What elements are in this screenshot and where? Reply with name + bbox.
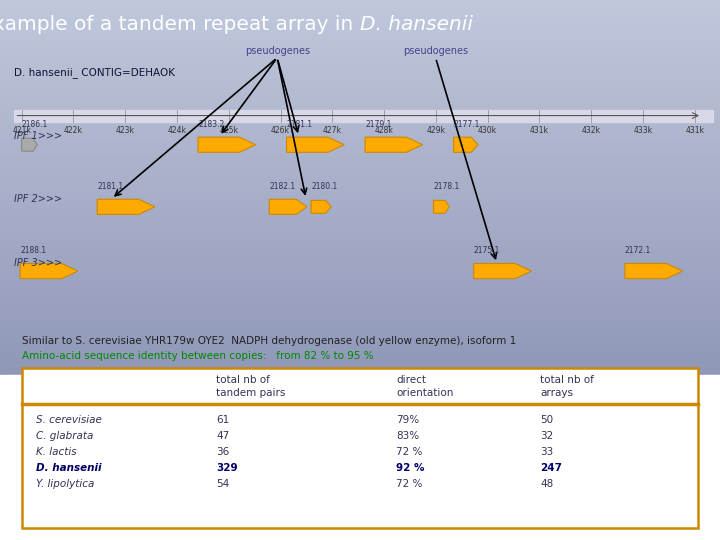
Text: 430k: 430k bbox=[478, 126, 498, 135]
Text: 2178.1: 2178.1 bbox=[433, 181, 459, 191]
Text: total nb of
arrays: total nb of arrays bbox=[540, 375, 594, 398]
Text: 2175.1: 2175.1 bbox=[474, 246, 500, 255]
Polygon shape bbox=[198, 137, 256, 152]
Text: direct
orientation: direct orientation bbox=[396, 375, 454, 398]
Text: Similar to S. cerevisiae YHR179w OYE2  NADPH dehydrogenase (old yellow enzyme), : Similar to S. cerevisiae YHR179w OYE2 NA… bbox=[22, 336, 516, 346]
Polygon shape bbox=[97, 199, 155, 214]
Text: D. hansenii: D. hansenii bbox=[360, 15, 473, 34]
Polygon shape bbox=[311, 200, 331, 213]
Text: 431k: 431k bbox=[685, 126, 704, 135]
Text: 421k: 421k bbox=[12, 126, 31, 135]
Text: Y. lipolytica: Y. lipolytica bbox=[36, 480, 94, 489]
Text: 423k: 423k bbox=[116, 126, 135, 135]
Text: 36: 36 bbox=[216, 447, 229, 457]
Text: 431k: 431k bbox=[530, 126, 549, 135]
Polygon shape bbox=[433, 200, 449, 213]
Text: 2177.1: 2177.1 bbox=[454, 119, 480, 129]
Text: 79%: 79% bbox=[396, 415, 419, 425]
Text: 72 %: 72 % bbox=[396, 447, 423, 457]
Text: 427k: 427k bbox=[323, 126, 342, 135]
Text: 425k: 425k bbox=[219, 126, 238, 135]
FancyBboxPatch shape bbox=[22, 368, 698, 528]
Text: C. glabrata: C. glabrata bbox=[36, 431, 94, 441]
Text: IPF 2>>>: IPF 2>>> bbox=[14, 194, 63, 204]
Text: 329: 329 bbox=[216, 463, 238, 473]
Text: 2186.1: 2186.1 bbox=[22, 119, 48, 129]
Text: 33: 33 bbox=[540, 447, 553, 457]
Text: 32: 32 bbox=[540, 431, 553, 441]
Text: 61: 61 bbox=[216, 415, 229, 425]
Text: D. hansenii_ CONTIG=DEHAOK: D. hansenii_ CONTIG=DEHAOK bbox=[14, 68, 176, 78]
Text: 2179.1: 2179.1 bbox=[365, 119, 392, 129]
Text: IPF 1>>>: IPF 1>>> bbox=[14, 131, 63, 141]
Text: 72 %: 72 % bbox=[396, 480, 423, 489]
Polygon shape bbox=[20, 264, 78, 279]
Text: IPF 3>>>: IPF 3>>> bbox=[14, 258, 63, 268]
Text: 50: 50 bbox=[540, 415, 553, 425]
Polygon shape bbox=[454, 137, 478, 152]
Polygon shape bbox=[22, 138, 37, 151]
Polygon shape bbox=[625, 264, 683, 279]
Text: S. cerevisiae: S. cerevisiae bbox=[36, 415, 102, 425]
Text: 92 %: 92 % bbox=[396, 463, 425, 473]
Text: Example of a tandem repeat array in: Example of a tandem repeat array in bbox=[0, 15, 360, 34]
Text: 422k: 422k bbox=[64, 126, 83, 135]
Text: 433k: 433k bbox=[634, 126, 652, 135]
Text: 429k: 429k bbox=[426, 126, 446, 135]
Text: total nb of
tandem pairs: total nb of tandem pairs bbox=[216, 375, 285, 398]
Text: 2182.1: 2182.1 bbox=[269, 181, 295, 191]
Text: 2181.1: 2181.1 bbox=[287, 119, 312, 129]
Bar bbox=[0, 375, 720, 540]
Polygon shape bbox=[287, 137, 344, 152]
Text: 424k: 424k bbox=[168, 126, 186, 135]
Text: 2181.1: 2181.1 bbox=[97, 181, 123, 191]
Text: 2172.1: 2172.1 bbox=[625, 246, 651, 255]
Text: 54: 54 bbox=[216, 480, 229, 489]
Polygon shape bbox=[365, 137, 423, 152]
Text: 428k: 428k bbox=[374, 126, 394, 135]
Text: 2188.1: 2188.1 bbox=[20, 246, 46, 255]
Text: pseudogenes: pseudogenes bbox=[245, 46, 310, 56]
Polygon shape bbox=[474, 264, 531, 279]
Text: 2183.2: 2183.2 bbox=[198, 119, 224, 129]
Text: pseudogenes: pseudogenes bbox=[403, 46, 468, 56]
Text: 432k: 432k bbox=[582, 126, 600, 135]
Text: 48: 48 bbox=[540, 480, 553, 489]
Bar bbox=[14, 110, 713, 122]
Text: 247: 247 bbox=[540, 463, 562, 473]
Text: 83%: 83% bbox=[396, 431, 419, 441]
Text: D. hansenii: D. hansenii bbox=[36, 463, 102, 473]
Text: 2180.1: 2180.1 bbox=[311, 181, 337, 191]
Text: 47: 47 bbox=[216, 431, 229, 441]
Text: 426k: 426k bbox=[271, 126, 290, 135]
Text: Amino-acid sequence identity between copies:   from 82 % to 95 %: Amino-acid sequence identity between cop… bbox=[22, 352, 373, 361]
Polygon shape bbox=[269, 199, 307, 214]
Text: K. lactis: K. lactis bbox=[36, 447, 76, 457]
